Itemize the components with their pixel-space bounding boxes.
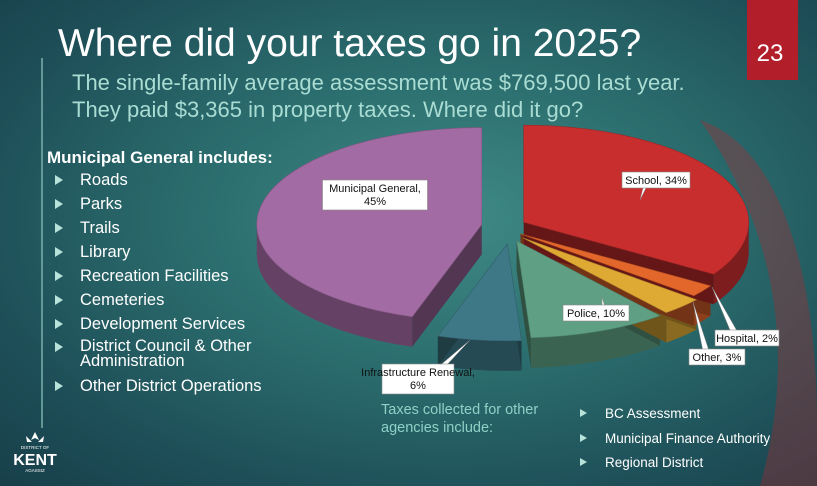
subtitle-line-1: The single-family average assessment was… (72, 70, 685, 95)
callout-box (714, 329, 780, 347)
callout-box (381, 363, 455, 395)
municipal-list: Roads Parks Trails Library Recreation Fa… (55, 171, 315, 401)
slide-title: Where did your taxes go in 2025? (58, 22, 642, 65)
slice-label: Infrastructure Renewal, (361, 367, 475, 379)
list-item-label: Other District Operations (80, 377, 262, 395)
municipal-list-title: Municipal General includes: (47, 148, 273, 167)
pie-slice-cut (412, 224, 482, 347)
pie-slice-cut (516, 241, 531, 368)
list-item-label: Municipal Finance Authority (605, 430, 771, 446)
bullet-arrow-icon (55, 175, 63, 185)
slice-label: School, 34% (625, 175, 687, 187)
data-label: Other, 3% (688, 301, 746, 366)
list-item: Municipal Finance Authority (580, 431, 810, 456)
accent-divider (41, 58, 43, 428)
data-label: Infrastructure Renewal,6% (361, 339, 475, 395)
pie-slice (437, 243, 522, 342)
decorative-swoosh (700, 120, 817, 486)
pie-slice (522, 237, 697, 313)
district-logo: DISTRICT OF KENT AGASSIZ (13, 432, 57, 473)
slice-label: Hospital, 2% (716, 333, 778, 345)
logo-bottom-text: AGASSIZ (25, 468, 45, 473)
list-item-label: Recreation Facilities (80, 267, 229, 285)
list-item-label: Development Services (80, 315, 246, 333)
data-label: Hospital, 2% (711, 286, 780, 347)
bullet-arrow-icon (55, 247, 63, 257)
page-ribbon (747, 0, 798, 80)
callout-box (621, 171, 691, 189)
slice-value-label: 6% (410, 380, 426, 392)
bullet-arrow-icon (55, 271, 63, 281)
logo-leaf-icon (26, 432, 44, 442)
list-item: Other District Operations (55, 377, 315, 401)
list-item-label: BC Assessment (605, 406, 701, 421)
list-item: Development Services (55, 315, 315, 339)
list-item: Trails (55, 219, 315, 243)
list-item: District Council & Other Administration (55, 337, 315, 377)
bullet-arrow-icon (580, 409, 587, 417)
slice-label: Municipal General, (329, 183, 421, 195)
list-item: Library (55, 243, 315, 267)
list-item-label: Trails (80, 219, 120, 237)
list-item-label: District Council & Other Administration (80, 337, 252, 370)
pie-slice-side (713, 222, 749, 305)
bullet-arrow-icon (55, 295, 63, 305)
pie-slice-side (256, 224, 413, 347)
list-item: Cemeteries (55, 291, 315, 315)
data-label: School, 34% (621, 171, 691, 201)
agencies-list: BC Assessment Municipal Finance Authorit… (580, 406, 810, 480)
bullet-arrow-icon (580, 458, 587, 466)
list-item: Regional District (580, 455, 810, 480)
callout-box (688, 348, 746, 366)
bullet-arrow-icon (55, 223, 63, 233)
list-item-label: Parks (80, 195, 123, 213)
list-item: BC Assessment (580, 406, 810, 431)
logo-top-text: DISTRICT OF (21, 445, 49, 450)
bullet-arrow-icon (55, 199, 63, 209)
callout-box (322, 179, 428, 211)
bullet-arrow-icon (55, 381, 63, 391)
data-label: Police, 10% (562, 296, 630, 322)
list-item: Parks (55, 195, 315, 219)
bullet-arrow-icon (55, 342, 63, 352)
page-number: 23 (756, 40, 784, 67)
bullet-arrow-icon (580, 433, 587, 442)
pie-slice-side (437, 336, 522, 371)
list-item-label: Cemeteries (80, 291, 165, 309)
list-item: Recreation Facilities (55, 267, 315, 291)
list-item-label: Library (80, 243, 131, 261)
bullet-arrow-icon (55, 319, 63, 329)
pie-slice (523, 124, 749, 275)
data-label: Municipal General,45% (319, 179, 428, 211)
list-item-label: Regional District (605, 455, 704, 470)
list-item: Roads (55, 171, 315, 195)
subtitle-line-2: They paid $3,365 in property taxes. Wher… (72, 97, 584, 122)
callout-box (562, 304, 630, 322)
slice-label: Police, 10% (567, 308, 625, 320)
slice-value-label: 45% (364, 196, 386, 208)
pie-slice (256, 127, 483, 318)
slice-label: Other, 3% (693, 352, 742, 364)
logo-main-text: KENT (13, 452, 57, 469)
agencies-note: Taxes collected for other agencies inclu… (381, 402, 539, 436)
list-item-label: Roads (80, 171, 128, 189)
pie-slice (520, 233, 712, 297)
